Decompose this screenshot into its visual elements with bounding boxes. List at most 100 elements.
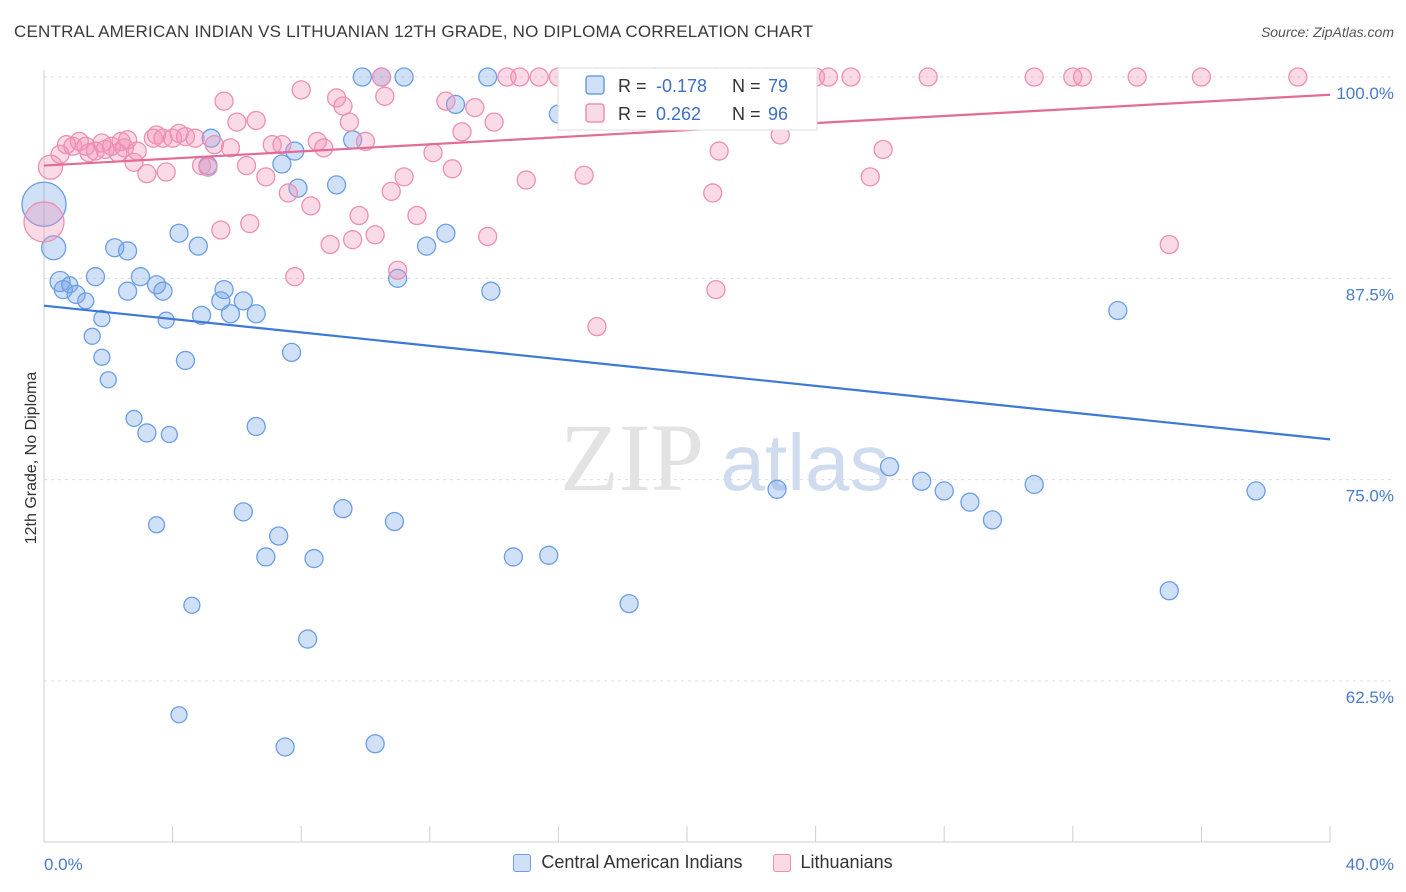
data-point-lithuanians xyxy=(314,138,334,158)
data-point-central-american-indians xyxy=(188,236,208,256)
data-point-lithuanians xyxy=(349,205,369,226)
data-point-lithuanians xyxy=(1159,234,1179,255)
legend-n-value-2: 96 xyxy=(768,104,788,124)
series-swatch-pink xyxy=(772,853,791,872)
data-point-lithuanians xyxy=(220,138,241,158)
data-point-lithuanians xyxy=(442,159,462,179)
data-point-lithuanians xyxy=(137,163,157,184)
data-point-central-american-indians xyxy=(137,423,157,443)
data-point-central-american-indians xyxy=(93,309,111,328)
y-tick-label: 100.0% xyxy=(1336,84,1394,103)
data-point-central-american-indians xyxy=(157,311,175,329)
data-point-lithuanians xyxy=(484,112,504,132)
data-point-central-american-indians xyxy=(246,304,266,324)
data-point-lithuanians xyxy=(1072,67,1093,87)
data-point-central-american-indians xyxy=(183,596,201,614)
data-point-lithuanians xyxy=(240,213,260,234)
data-point-lithuanians xyxy=(342,230,363,250)
data-point-central-american-indians xyxy=(93,348,111,366)
legend: R = -0.178 N = 79 R = 0.262 N = 96 xyxy=(557,67,818,131)
data-point-central-american-indians xyxy=(66,284,86,305)
data-point-lithuanians xyxy=(574,165,594,185)
data-point-lithuanians xyxy=(227,112,247,132)
data-point-lithuanians xyxy=(272,134,292,155)
y-axis-title: 12th Grade, No Diploma xyxy=(23,372,40,545)
data-point-central-american-indians xyxy=(387,268,408,288)
watermark-atlas: atlas xyxy=(721,418,890,507)
data-point-lithuanians xyxy=(465,97,485,118)
data-point-central-american-indians xyxy=(256,547,276,567)
data-point-central-american-indians xyxy=(1159,581,1179,601)
data-point-lithuanians xyxy=(375,86,395,106)
legend-r-label-2: R = xyxy=(618,104,647,124)
data-point-lithuanians xyxy=(478,226,498,247)
data-point-lithuanians xyxy=(841,67,861,87)
data-point-central-american-indians xyxy=(99,371,117,389)
data-point-central-american-indians xyxy=(288,178,308,198)
x-tick-label: 0.0% xyxy=(44,855,83,874)
data-point-central-american-indians xyxy=(281,342,302,363)
legend-swatch-blue xyxy=(585,75,605,95)
legend-r-value-1: -0.178 xyxy=(656,76,707,96)
data-point-lithuanians xyxy=(706,279,726,300)
data-point-central-american-indians xyxy=(77,292,95,310)
data-point-lithuanians xyxy=(423,143,443,163)
legend-frame xyxy=(557,67,818,131)
y-tick-label: 75.0% xyxy=(1346,487,1394,506)
source-credit: Source: ZipAtlas.com xyxy=(1260,24,1394,40)
data-point-lithuanians xyxy=(23,201,65,243)
series-legend-item-central-american-indians: Central American Indians xyxy=(513,852,743,873)
data-point-central-american-indians xyxy=(394,67,414,87)
data-point-lithuanians xyxy=(436,91,456,111)
data-point-central-american-indians xyxy=(539,545,559,565)
legend-swatch-pink xyxy=(585,103,605,123)
data-point-lithuanians xyxy=(394,167,414,187)
data-point-lithuanians xyxy=(236,155,257,176)
data-point-central-american-indians xyxy=(153,281,173,301)
data-point-central-american-indians xyxy=(191,305,212,326)
data-point-central-american-indians xyxy=(1108,300,1128,321)
data-point-lithuanians xyxy=(156,162,176,182)
data-point-central-american-indians xyxy=(85,267,106,287)
watermark-zip: ZIP xyxy=(560,404,704,511)
data-point-lithuanians xyxy=(387,260,408,280)
data-point-lithuanians xyxy=(355,131,376,152)
data-point-central-american-indians xyxy=(481,281,501,301)
data-point-central-american-indians xyxy=(384,511,405,532)
data-point-central-american-indians xyxy=(160,425,179,444)
series-legend-label: Central American Indians xyxy=(541,852,743,872)
data-point-lithuanians xyxy=(1024,67,1044,87)
tick-labels: 62.5% 75.0% 87.5% 100.0% 0.0% 40.0% xyxy=(44,84,1394,874)
data-point-central-american-indians xyxy=(619,593,639,614)
data-point-central-american-indians xyxy=(220,304,241,324)
data-point-lithuanians xyxy=(1127,67,1147,87)
data-point-lithuanians xyxy=(79,143,99,163)
data-point-lithuanians xyxy=(381,181,401,201)
data-point-central-american-indians xyxy=(326,175,347,195)
trend-line-central-american-indians xyxy=(43,304,1331,441)
legend-n-label-2: N = xyxy=(732,104,761,124)
data-point-central-american-indians xyxy=(21,181,67,227)
data-point-central-american-indians xyxy=(1024,474,1044,495)
data-point-central-american-indians xyxy=(934,481,954,501)
data-point-lithuanians xyxy=(333,96,353,116)
data-point-central-american-indians xyxy=(879,457,900,477)
y-tick-label: 87.5% xyxy=(1346,285,1394,304)
data-point-lithuanians xyxy=(818,67,839,87)
legend-n-label-1: N = xyxy=(732,76,761,96)
data-point-central-american-indians xyxy=(214,279,234,300)
data-point-lithuanians xyxy=(37,154,64,180)
data-point-lithuanians xyxy=(516,170,536,190)
data-point-central-american-indians xyxy=(912,471,932,491)
data-point-lithuanians xyxy=(1288,67,1308,87)
data-point-central-american-indians xyxy=(767,479,787,499)
data-point-lithuanians xyxy=(211,220,231,240)
data-point-central-american-indians xyxy=(130,267,151,287)
y-tick-label: 62.5% xyxy=(1346,688,1394,707)
data-point-central-american-indians xyxy=(125,409,143,428)
data-point-central-american-indians xyxy=(272,154,292,174)
legend-n-value-1: 79 xyxy=(768,76,788,96)
data-point-central-american-indians xyxy=(365,734,385,754)
data-point-central-american-indians xyxy=(246,416,266,437)
